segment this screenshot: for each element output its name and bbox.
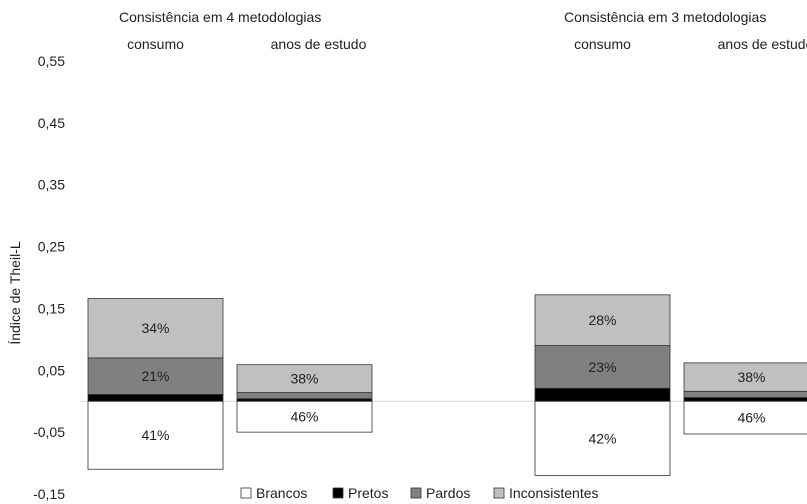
category-label: consumo — [574, 36, 631, 52]
legend-swatch — [493, 487, 505, 499]
legend-label: Pretos — [348, 485, 388, 501]
legend-item: Pretos — [332, 485, 388, 501]
legend-label: Pardos — [426, 485, 470, 501]
bar-segment-inconsistentes — [534, 294, 671, 346]
group-title: Consistência em 4 metodologias — [119, 9, 321, 25]
bar-segment-brancos — [87, 400, 224, 470]
category-label: anos de estudo — [271, 36, 367, 52]
bar-segment-pretos — [534, 387, 671, 402]
category-labels: consumo anos de estudo consumo anos de estu… — [127, 36, 807, 52]
y-tick-label: 0,15 — [38, 300, 65, 316]
data-label: 23% — [588, 359, 616, 375]
y-axis-label: Índice de Theil-L — [7, 241, 23, 344]
data-label: 46% — [737, 410, 765, 426]
legend-item: Inconsistentes — [493, 485, 599, 501]
y-tick-label: -0,15 — [33, 486, 65, 502]
data-label: 28% — [588, 312, 616, 328]
data-label: 38% — [737, 369, 765, 385]
y-tick-label: 0,05 — [38, 362, 65, 378]
data-label: 38% — [290, 371, 318, 387]
legend-label: Inconsistentes — [509, 485, 599, 501]
category-label: anos de estudo — [718, 36, 807, 52]
legend-label: Brancos — [256, 485, 307, 501]
y-tick-label: -0,05 — [33, 424, 65, 440]
bar-segment-pardos — [236, 392, 373, 400]
y-axis-ticks: -0,15 -0,05 0,05 0,15 0,25 0,35 0,45 0,55 — [33, 53, 65, 502]
data-label: 46% — [290, 409, 318, 425]
y-tick-label: 0,25 — [38, 239, 65, 255]
data-label: 34% — [141, 320, 169, 336]
group-title: Consistência em 3 metodologias — [564, 9, 766, 25]
legend: Brancos Pretos Pardos Inconsistentes — [240, 485, 599, 501]
bars: 41% 21% 34% 46% 38% 42% 23% 28% 46% 38% — [87, 294, 807, 476]
data-label: 42% — [588, 430, 616, 446]
legend-swatch — [240, 487, 252, 499]
y-tick-label: 0,55 — [38, 53, 65, 69]
bar-segment-inconsistentes — [236, 364, 373, 393]
bar-segment-pretos — [683, 397, 807, 402]
bar-segment-pardos — [87, 357, 224, 395]
y-tick-label: 0,35 — [38, 177, 65, 193]
y-tick-label: 0,45 — [38, 115, 65, 131]
legend-swatch — [332, 487, 344, 499]
data-label: 21% — [141, 368, 169, 384]
category-label: consumo — [127, 36, 184, 52]
legend-swatch — [410, 487, 422, 499]
bar-segment-pardos — [683, 390, 807, 398]
group-titles: Consistência em 4 metodologias Consistênc… — [119, 9, 766, 25]
bar-segment-inconsistentes — [87, 298, 224, 359]
data-label: 41% — [141, 427, 169, 443]
bar-segment-pardos — [534, 345, 671, 389]
bar-segment-brancos — [534, 400, 671, 476]
bar-segment-inconsistentes — [683, 362, 807, 392]
legend-item: Brancos — [240, 485, 307, 501]
bar-segment-pretos — [87, 394, 224, 402]
legend-item: Pardos — [410, 485, 470, 501]
bar-segment-brancos — [236, 400, 373, 433]
